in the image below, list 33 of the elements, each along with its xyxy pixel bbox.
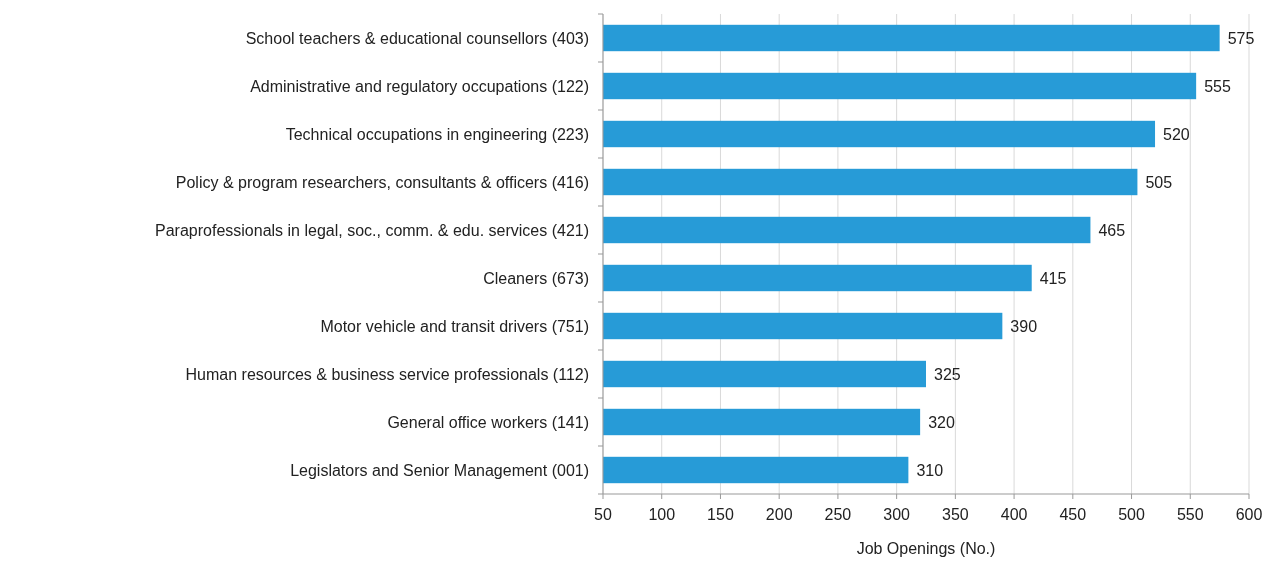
data-label: 465: [1098, 221, 1126, 239]
x-tick-label: 350: [942, 506, 969, 523]
y-tick-label: General office workers (141): [387, 413, 589, 431]
data-label: 520: [1163, 125, 1190, 143]
x-tick-label: 550: [1176, 506, 1204, 523]
y-tick-label: Paraprofessionals in legal, soc., comm. & edu. services (421): [155, 221, 589, 239]
y-tick-label: Legislators and Senior Management (001): [290, 461, 589, 479]
x-tick-label: 300: [883, 506, 911, 523]
data-label: 320: [928, 413, 955, 431]
y-tick-label: Technical occupations in engineering (223): [285, 125, 589, 143]
x-tick-label: 600: [1235, 506, 1263, 523]
x-tick-label: 400: [1000, 506, 1028, 523]
y-tick-label: Administrative and regulatory occupations (122): [250, 77, 589, 95]
y-tick-label: Human resources & business service professionals (112): [185, 365, 589, 383]
data-label: 575: [1227, 29, 1255, 47]
x-tick-label: 250: [824, 506, 852, 523]
x-tick-label: 50: [594, 506, 612, 523]
y-tick-label: Motor vehicle and transit drivers (751): [320, 317, 589, 335]
y-tick-label: Cleaners (673): [483, 269, 589, 287]
data-label: 310: [916, 461, 944, 479]
x-tick-label: 150: [707, 506, 734, 523]
y-tick-label: School teachers & educational counsellors (403): [245, 29, 589, 47]
x-tick-label: 100: [648, 506, 676, 523]
data-label: 390: [1010, 317, 1038, 335]
x-axis-title: Job Openings (No.): [856, 540, 996, 557]
x-tick-label: 500: [1118, 506, 1145, 523]
data-label: 415: [1039, 269, 1067, 287]
x-tick-label: 200: [765, 506, 793, 523]
data-label: 555: [1204, 77, 1231, 95]
y-tick-label: Policy & program researchers, consultants & officers (416): [175, 173, 589, 191]
data-label: 505: [1145, 173, 1173, 191]
x-tick-label: 450: [1059, 506, 1087, 523]
data-label: 325: [934, 365, 961, 383]
